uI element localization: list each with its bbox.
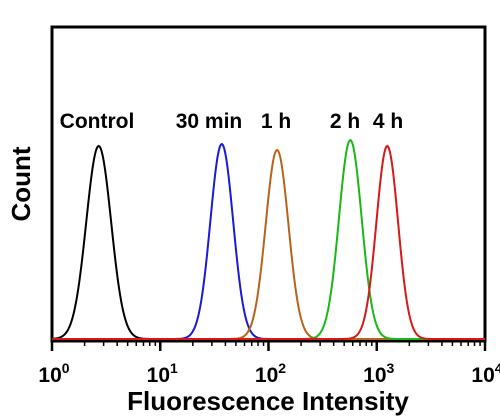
series-line-4-h	[52, 144, 485, 340]
x-tick-label: 100	[38, 360, 69, 387]
x-axis-tick-labels: 100 101 102 103 104	[38, 360, 500, 387]
series-label-2-h: 2 h	[330, 110, 360, 133]
series-labels: Control 30 min 1 h 2 h 4 h	[60, 110, 404, 133]
y-axis-label: Count	[6, 146, 36, 221]
series-label-control: Control	[60, 110, 135, 133]
plot-frame	[50, 25, 487, 343]
series-label-1-h: 1 h	[261, 110, 291, 133]
x-tick-label: 103	[363, 360, 394, 387]
series-label-4-h: 4 h	[373, 110, 403, 133]
x-tick-label: 102	[255, 360, 286, 387]
histogram-curves	[51, 139, 485, 340]
series-label-30-min: 30 min	[176, 110, 243, 133]
series-line-1-h	[52, 148, 485, 340]
x-axis-label: Fluorescence Intensity	[127, 386, 409, 416]
x-tick-label: 101	[147, 360, 178, 387]
series-line-control	[51, 144, 485, 340]
x-axis-ticks	[50, 341, 487, 351]
x-tick-label: 104	[471, 360, 500, 387]
series-line-2-h	[52, 139, 485, 340]
series-line-30-min	[52, 142, 485, 340]
